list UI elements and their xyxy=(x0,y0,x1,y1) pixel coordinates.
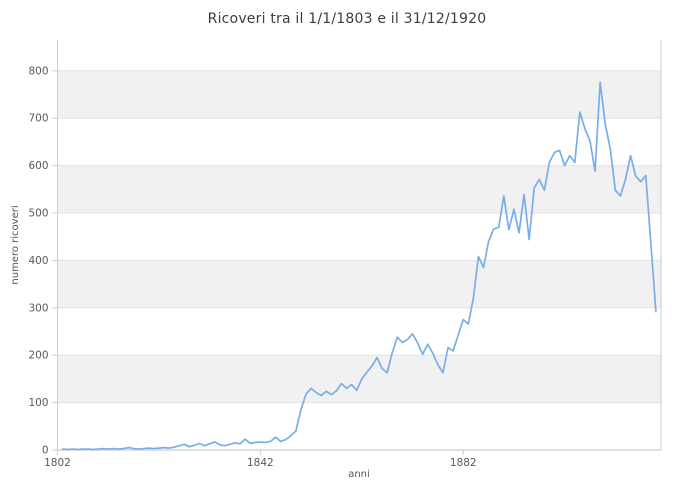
x-axis-label: anni xyxy=(348,469,370,480)
x-tick-label: 1882 xyxy=(450,457,477,469)
background-band xyxy=(57,355,661,403)
y-tick-label: 0 xyxy=(42,445,49,457)
background-band xyxy=(57,165,661,214)
y-tick-label: 100 xyxy=(28,397,48,409)
y-tick-label: 400 xyxy=(28,255,48,267)
y-tick-label: 700 xyxy=(28,113,48,125)
y-tick-label: 800 xyxy=(28,65,48,77)
y-tick-label: 200 xyxy=(28,350,48,362)
y-tick-label: 300 xyxy=(28,302,48,314)
y-tick-label: 600 xyxy=(28,160,48,172)
chart-title: Ricoveri tra il 1/1/1803 e il 31/12/1920 xyxy=(207,11,487,27)
data-line xyxy=(61,81,657,451)
x-tick-label: 1802 xyxy=(44,457,71,469)
background-band xyxy=(57,260,661,308)
x-tick-label: 1842 xyxy=(247,457,274,469)
y-axis-label: numero ricoveri xyxy=(10,205,21,284)
y-tick-label: 500 xyxy=(28,208,48,220)
background-band xyxy=(57,70,661,119)
